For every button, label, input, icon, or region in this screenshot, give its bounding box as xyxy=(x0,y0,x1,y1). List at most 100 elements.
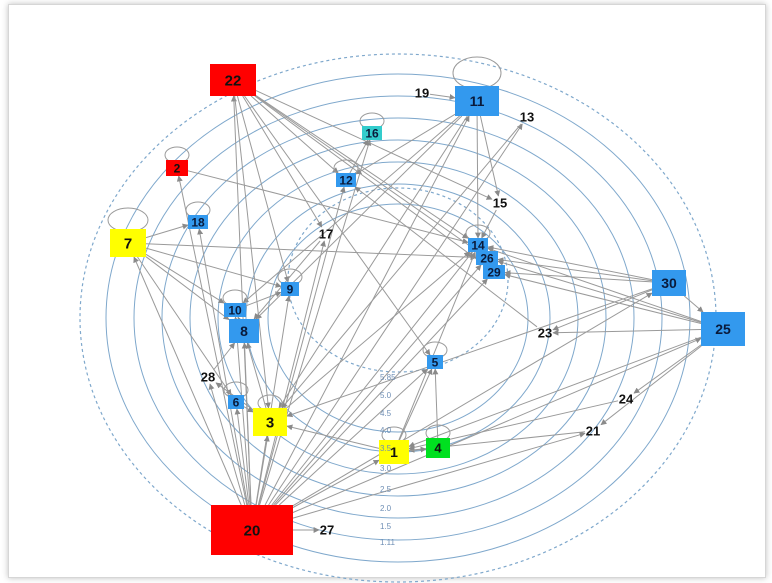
edge-11-14 xyxy=(474,115,481,239)
node-box-18 xyxy=(188,215,208,229)
node-label-20: 20 xyxy=(244,522,261,539)
node-21: 21 xyxy=(586,424,600,439)
node-label-13: 13 xyxy=(520,110,534,125)
node-28: 28 xyxy=(201,370,215,385)
node-label-27: 27 xyxy=(320,523,334,538)
node-box-12 xyxy=(336,173,356,187)
node-19: 19 xyxy=(415,86,429,101)
node-26: 26 xyxy=(476,251,498,265)
edge-28-8 xyxy=(213,342,235,371)
node-label-29: 29 xyxy=(487,265,501,279)
node-label-26: 26 xyxy=(480,251,494,265)
ring-scale-label: 3.0 xyxy=(380,464,392,473)
node-box-30 xyxy=(652,270,686,296)
ring-scale-label: 1.11 xyxy=(380,538,396,547)
node-box-11 xyxy=(455,86,499,116)
node-label-1: 1 xyxy=(390,444,398,460)
ring-scale-label: 5.0 xyxy=(380,391,392,400)
node-box-8 xyxy=(229,319,259,343)
edge-20-16 xyxy=(259,139,372,506)
node-label-9: 9 xyxy=(287,282,294,296)
node-label-10: 10 xyxy=(228,303,242,317)
node-box-5 xyxy=(427,355,443,369)
edge-3-14 xyxy=(286,251,471,409)
edge-20-21 xyxy=(292,431,586,519)
node-2: 2 xyxy=(166,160,188,176)
node-1: 1 xyxy=(379,440,409,464)
edge-20-12 xyxy=(258,186,346,506)
edge-11-10 xyxy=(242,115,460,304)
edge-19-11 xyxy=(429,93,456,100)
node-box-9 xyxy=(281,282,299,296)
edge-22-14 xyxy=(255,95,469,239)
edge-2-14 xyxy=(187,170,469,244)
edge-20-25 xyxy=(292,337,702,513)
node-box-7 xyxy=(110,229,146,257)
node-30: 30 xyxy=(652,270,686,296)
node-label-18: 18 xyxy=(191,215,205,229)
node-14: 14 xyxy=(468,238,488,252)
node-27: 27 xyxy=(320,523,334,538)
node-4: 4 xyxy=(426,438,450,458)
figure-frame xyxy=(8,4,766,578)
edge-1-14 xyxy=(398,251,476,441)
node-label-3: 3 xyxy=(266,414,274,431)
node-label-16: 16 xyxy=(365,126,379,140)
edge-17-8 xyxy=(253,240,321,320)
node-5: 5 xyxy=(427,355,443,369)
edge-20-3 xyxy=(255,435,270,506)
node-label-14: 14 xyxy=(471,238,485,252)
node-20: 20 xyxy=(211,505,293,555)
edge-25-29 xyxy=(504,273,702,324)
concentric-ring xyxy=(217,161,579,475)
edge-7-18 xyxy=(145,223,189,239)
self-loop-7 xyxy=(107,207,149,233)
edge-20-14 xyxy=(271,251,473,506)
node-label-19: 19 xyxy=(415,86,429,101)
ring-scale-labels: 5.85 5.0 4.5 4.0 3.5 3.0 2.5 2.0 1.5 1.11 xyxy=(380,373,396,547)
node-box-6 xyxy=(228,395,244,409)
node-box-16 xyxy=(362,126,382,140)
node-9: 9 xyxy=(281,282,299,296)
edge-7-26 xyxy=(145,243,477,261)
node-6: 6 xyxy=(228,395,244,409)
edge-30-29 xyxy=(504,270,653,283)
node-label-15: 15 xyxy=(493,196,507,211)
edge-11-12 xyxy=(355,113,456,175)
edge-20-1 xyxy=(292,459,380,508)
edge-11-15 xyxy=(479,115,501,197)
node-label-23: 23 xyxy=(538,326,552,341)
node-24: 24 xyxy=(619,392,634,407)
edge-22-26 xyxy=(255,95,478,252)
node-label-22: 22 xyxy=(225,72,242,89)
node-label-8: 8 xyxy=(240,323,248,339)
concentric-ring xyxy=(267,203,529,433)
edge-8-10 xyxy=(237,316,243,324)
edge-20-29 xyxy=(275,278,488,506)
concentric-ring xyxy=(105,73,691,563)
edge-25-26 xyxy=(497,259,702,323)
edge-7-6 xyxy=(137,256,232,396)
ring-scale-label: 4.5 xyxy=(380,409,392,418)
node-label-4: 4 xyxy=(434,441,442,456)
node-22: 22 xyxy=(210,64,256,96)
edge-22-15 xyxy=(255,90,493,200)
ring-scale-label: 2.5 xyxy=(380,485,392,494)
edge-30-3 xyxy=(286,288,653,418)
edge-7-10 xyxy=(145,253,225,304)
edge-30-14 xyxy=(487,245,653,281)
edge-11-3 xyxy=(278,115,468,409)
edge-20-11 xyxy=(264,115,470,506)
node-label-6: 6 xyxy=(233,395,240,409)
node-18: 18 xyxy=(188,215,208,229)
edge-20-28 xyxy=(208,383,246,506)
ring-scale-label: 4.0 xyxy=(380,426,392,435)
node-3: 3 xyxy=(253,408,287,436)
edge-23-12 xyxy=(354,186,538,328)
node-23: 23 xyxy=(538,326,552,341)
ring-scale-label: 5.85 xyxy=(380,373,396,382)
node-box-26 xyxy=(476,251,498,265)
edge-15-14 xyxy=(481,209,497,239)
node-15: 15 xyxy=(493,196,507,211)
